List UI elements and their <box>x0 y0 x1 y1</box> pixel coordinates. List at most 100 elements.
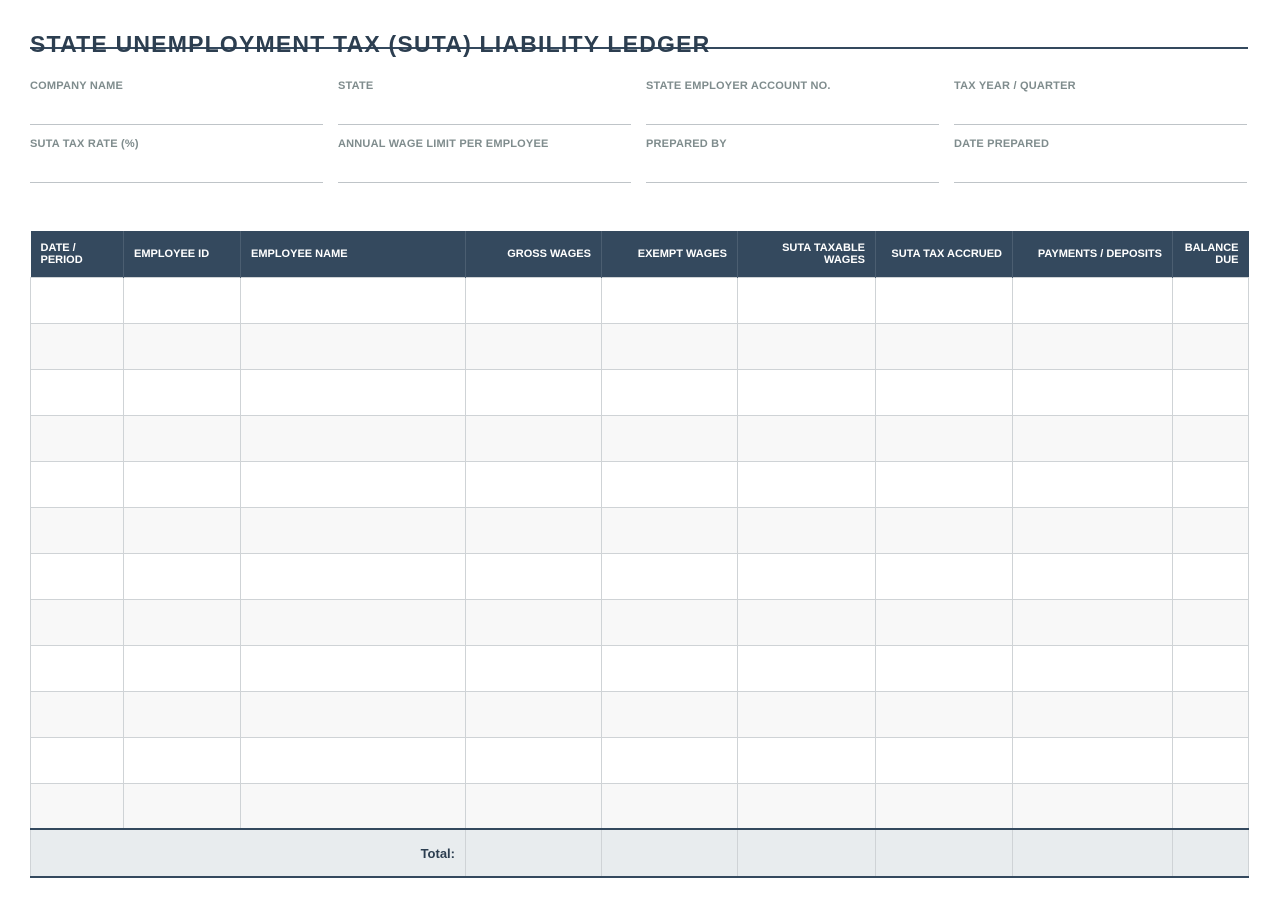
balance-due-cell[interactable] <box>1172 736 1249 784</box>
total-gross-wages[interactable] <box>465 828 602 878</box>
employee-id-cell[interactable] <box>123 368 241 416</box>
payments-deposits-cell[interactable] <box>1012 644 1173 692</box>
employee-id-cell[interactable] <box>123 322 241 370</box>
exempt-wages-cell[interactable] <box>601 782 738 830</box>
gross-wages-cell[interactable] <box>465 414 602 462</box>
suta-taxable-wages-cell[interactable] <box>737 598 876 646</box>
employee-name-cell[interactable] <box>240 598 466 646</box>
balance-due-cell[interactable] <box>1172 690 1249 738</box>
employer-account-field[interactable]: STATE EMPLOYER ACCOUNT NO. <box>646 80 939 125</box>
exempt-wages-cell[interactable] <box>601 276 738 324</box>
balance-due-cell[interactable] <box>1172 460 1249 508</box>
date-period-cell[interactable] <box>30 598 124 646</box>
suta-taxable-wages-cell[interactable] <box>737 460 876 508</box>
employee-id-cell[interactable] <box>123 598 241 646</box>
employee-name-cell[interactable] <box>240 460 466 508</box>
exempt-wages-cell[interactable] <box>601 322 738 370</box>
suta-tax-accrued-cell[interactable] <box>875 506 1013 554</box>
employee-name-cell[interactable] <box>240 736 466 784</box>
gross-wages-cell[interactable] <box>465 644 602 692</box>
balance-due-cell[interactable] <box>1172 414 1249 462</box>
total-payments-deposits[interactable] <box>1012 828 1173 878</box>
date-period-cell[interactable] <box>30 506 124 554</box>
gross-wages-cell[interactable] <box>465 506 602 554</box>
suta-tax-accrued-cell[interactable] <box>875 414 1013 462</box>
balance-due-cell[interactable] <box>1172 368 1249 416</box>
date-prepared-input[interactable] <box>954 151 1247 169</box>
suta-taxable-wages-cell[interactable] <box>737 782 876 830</box>
gross-wages-cell[interactable] <box>465 276 602 324</box>
date-period-cell[interactable] <box>30 782 124 830</box>
suta-tax-accrued-cell[interactable] <box>875 552 1013 600</box>
employee-id-cell[interactable] <box>123 736 241 784</box>
payments-deposits-cell[interactable] <box>1012 506 1173 554</box>
suta-tax-accrued-cell[interactable] <box>875 690 1013 738</box>
employer-account-input[interactable] <box>646 93 939 111</box>
suta-taxable-wages-cell[interactable] <box>737 414 876 462</box>
employee-name-cell[interactable] <box>240 506 466 554</box>
employee-id-cell[interactable] <box>123 782 241 830</box>
payments-deposits-cell[interactable] <box>1012 276 1173 324</box>
exempt-wages-cell[interactable] <box>601 414 738 462</box>
date-period-cell[interactable] <box>30 368 124 416</box>
date-period-cell[interactable] <box>30 552 124 600</box>
suta-taxable-wages-cell[interactable] <box>737 276 876 324</box>
company-name-field[interactable]: COMPANY NAME <box>30 80 323 125</box>
suta-tax-accrued-cell[interactable] <box>875 644 1013 692</box>
date-period-cell[interactable] <box>30 322 124 370</box>
exempt-wages-cell[interactable] <box>601 460 738 508</box>
balance-due-cell[interactable] <box>1172 598 1249 646</box>
suta-tax-accrued-cell[interactable] <box>875 276 1013 324</box>
date-prepared-field[interactable]: DATE PREPARED <box>954 138 1247 183</box>
tax-year-quarter-input[interactable] <box>954 93 1247 111</box>
exempt-wages-cell[interactable] <box>601 552 738 600</box>
exempt-wages-cell[interactable] <box>601 598 738 646</box>
tax-year-quarter-field[interactable]: TAX YEAR / QUARTER <box>954 80 1247 125</box>
gross-wages-cell[interactable] <box>465 690 602 738</box>
company-name-input[interactable] <box>30 93 323 111</box>
payments-deposits-cell[interactable] <box>1012 460 1173 508</box>
prepared-by-field[interactable]: PREPARED BY <box>646 138 939 183</box>
suta-tax-rate-field[interactable]: SUTA TAX RATE (%) <box>30 138 323 183</box>
total-suta-taxable-wages[interactable] <box>737 828 876 878</box>
balance-due-cell[interactable] <box>1172 644 1249 692</box>
suta-taxable-wages-cell[interactable] <box>737 690 876 738</box>
exempt-wages-cell[interactable] <box>601 368 738 416</box>
employee-id-cell[interactable] <box>123 644 241 692</box>
payments-deposits-cell[interactable] <box>1012 782 1173 830</box>
exempt-wages-cell[interactable] <box>601 736 738 784</box>
employee-id-cell[interactable] <box>123 552 241 600</box>
employee-name-cell[interactable] <box>240 414 466 462</box>
suta-taxable-wages-cell[interactable] <box>737 736 876 784</box>
suta-taxable-wages-cell[interactable] <box>737 368 876 416</box>
date-period-cell[interactable] <box>30 690 124 738</box>
employee-id-cell[interactable] <box>123 460 241 508</box>
suta-taxable-wages-cell[interactable] <box>737 506 876 554</box>
exempt-wages-cell[interactable] <box>601 690 738 738</box>
employee-name-cell[interactable] <box>240 644 466 692</box>
gross-wages-cell[interactable] <box>465 368 602 416</box>
gross-wages-cell[interactable] <box>465 322 602 370</box>
employee-name-cell[interactable] <box>240 552 466 600</box>
employee-name-cell[interactable] <box>240 690 466 738</box>
suta-tax-accrued-cell[interactable] <box>875 460 1013 508</box>
gross-wages-cell[interactable] <box>465 736 602 784</box>
balance-due-cell[interactable] <box>1172 506 1249 554</box>
total-suta-tax-accrued[interactable] <box>875 828 1013 878</box>
employee-id-cell[interactable] <box>123 276 241 324</box>
state-field[interactable]: STATE <box>338 80 631 125</box>
suta-taxable-wages-cell[interactable] <box>737 644 876 692</box>
exempt-wages-cell[interactable] <box>601 506 738 554</box>
payments-deposits-cell[interactable] <box>1012 322 1173 370</box>
employee-id-cell[interactable] <box>123 414 241 462</box>
payments-deposits-cell[interactable] <box>1012 552 1173 600</box>
gross-wages-cell[interactable] <box>465 598 602 646</box>
employee-name-cell[interactable] <box>240 782 466 830</box>
gross-wages-cell[interactable] <box>465 782 602 830</box>
suta-taxable-wages-cell[interactable] <box>737 322 876 370</box>
suta-tax-accrued-cell[interactable] <box>875 736 1013 784</box>
payments-deposits-cell[interactable] <box>1012 414 1173 462</box>
employee-name-cell[interactable] <box>240 322 466 370</box>
date-period-cell[interactable] <box>30 414 124 462</box>
gross-wages-cell[interactable] <box>465 552 602 600</box>
